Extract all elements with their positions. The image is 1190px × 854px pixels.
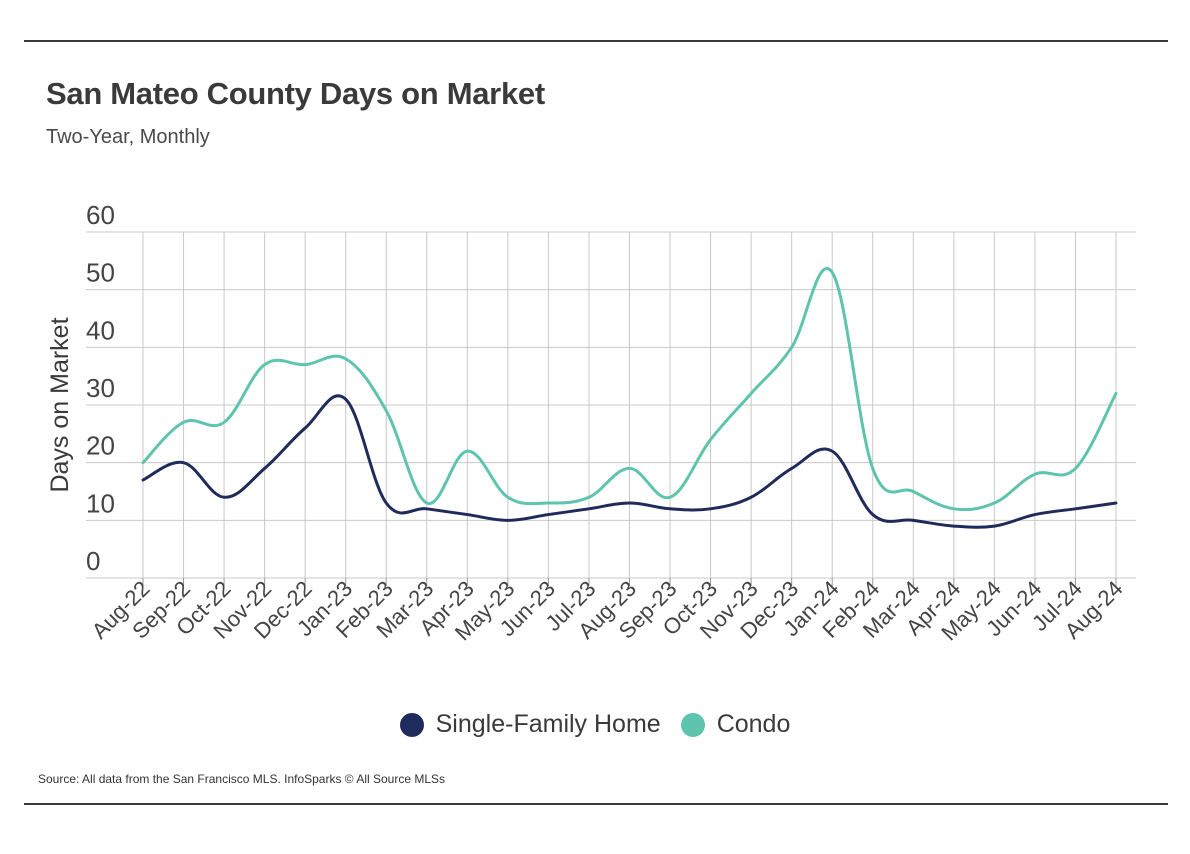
- y-tick-label: 30: [86, 373, 115, 403]
- y-tick-label: 0: [86, 546, 100, 576]
- line-chart: 0 10 20 30 40 50 60 Aug-22Sep-22Oct-22Nov-22De…: [46, 200, 1136, 646]
- legend: Single-Family Home Condo: [0, 710, 1190, 739]
- legend-label-condo: Condo: [716, 710, 791, 738]
- legend-label-single-family: Single-Family Home: [435, 710, 661, 738]
- y-tick-label: 60: [86, 200, 115, 230]
- legend-item-condo: Condo: [680, 710, 791, 739]
- chart-title: San Mateo County Days on Market: [46, 76, 545, 111]
- legend-swatch-single-family: [399, 712, 424, 737]
- series-line-condo: [141, 267, 1118, 512]
- legend-swatch-condo: [680, 712, 705, 737]
- bottom-rule: [24, 803, 1168, 805]
- legend-item-single-family: Single-Family Home: [399, 710, 661, 739]
- y-axis-ticks: 0 10 20 30 40 50 60: [86, 200, 115, 576]
- grid: [86, 231, 1136, 586]
- top-rule: [24, 40, 1168, 42]
- y-axis-label: Days on Market: [46, 317, 74, 492]
- y-tick-label: 40: [86, 315, 115, 345]
- y-tick-label: 50: [86, 258, 115, 288]
- chart-subtitle: Two-Year, Monthly: [46, 126, 210, 148]
- series-lines: [141, 267, 1118, 529]
- series-line-single-family: [141, 394, 1118, 529]
- y-tick-label: 20: [86, 431, 115, 461]
- source-note: Source: All data from the San Francisco …: [38, 772, 446, 786]
- x-axis-ticks: Aug-22Sep-22Oct-22Nov-22Dec-22Jan-23Feb-…: [87, 576, 1128, 646]
- y-tick-label: 10: [86, 488, 115, 518]
